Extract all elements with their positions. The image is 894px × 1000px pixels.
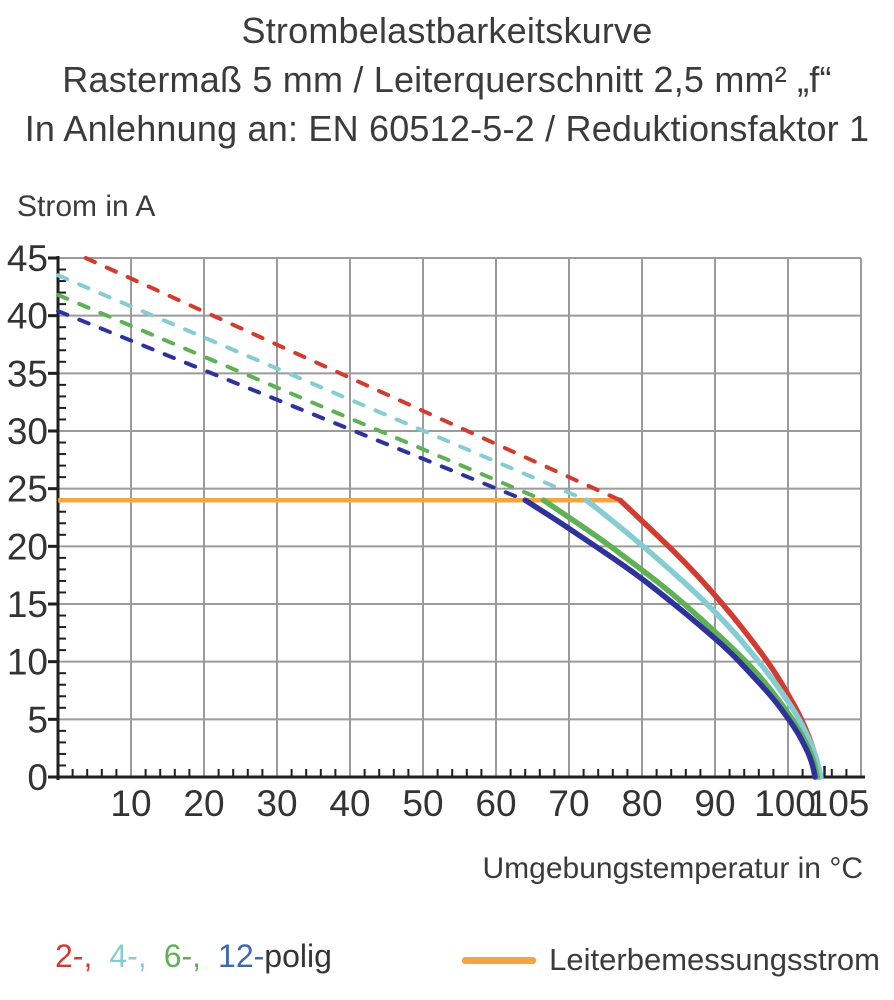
reference-line-swatch	[462, 956, 537, 964]
y-tick-label: 35	[7, 353, 48, 394]
x-tick-label: 100	[754, 783, 816, 824]
chart-title-line1: Strombelastbarkeitskurve	[241, 10, 653, 51]
series-dashed-4-polig	[56, 273, 589, 503]
legend-item-2-polig: 2-,	[55, 938, 93, 974]
series-dashed-6-polig	[56, 292, 546, 503]
chart-title-line3: In Anlehnung an: EN 60512-5-2 / Reduktio…	[24, 108, 870, 149]
y-tick-label: 40	[7, 296, 48, 337]
x-tick-label: 50	[402, 783, 443, 824]
legend-reference-label: Leiterbemessungsstrom	[549, 942, 880, 977]
series-solid-12-polig	[522, 497, 818, 780]
chart-title-block: Strombelastbarkeitskurve Rastermaß 5 mm …	[0, 6, 894, 153]
chart-title-line2: Rastermaß 5 mm / Leiterquerschnitt 2,5 m…	[62, 59, 832, 100]
x-tick-label: 10	[110, 783, 151, 824]
x-tick-label: 20	[183, 783, 224, 824]
legend-item-4-polig: 4-,	[109, 938, 147, 974]
series-solid-4-polig	[583, 497, 824, 780]
legend-item-6-polig: 6-,	[163, 938, 202, 974]
series-dashed-12-polig	[56, 309, 528, 503]
y-tick-label: 0	[27, 757, 48, 798]
y-tick-label: 25	[7, 469, 48, 510]
y-tick-label: 5	[27, 699, 48, 740]
x-tick-label: 90	[694, 783, 735, 824]
y-tick-label: 45	[7, 238, 48, 279]
x-tick-label: 60	[475, 783, 516, 824]
x-tick-label: 105	[808, 783, 870, 824]
y-tick-label: 20	[7, 526, 48, 567]
x-tick-label: 80	[621, 783, 662, 824]
x-tick-label: 40	[329, 783, 370, 824]
legend-reference: Leiterbemessungsstrom	[462, 938, 880, 982]
y-tick-label: 15	[7, 584, 48, 625]
x-tick-label: 30	[256, 783, 297, 824]
x-axis-label: Umgebungstemperatur in °C	[482, 852, 863, 885]
y-tick-label: 10	[7, 642, 48, 683]
legend-item-polig: polig	[264, 938, 332, 974]
series-dashed-2-polig	[83, 256, 623, 503]
y-tick-label: 30	[7, 411, 48, 452]
legend-item-12: 12-	[218, 938, 265, 974]
legend-poles: 2-, 4-, 6-, 12-polig	[55, 938, 332, 975]
y-axis-label: Strom in A	[17, 190, 156, 223]
x-tick-label: 70	[548, 783, 589, 824]
